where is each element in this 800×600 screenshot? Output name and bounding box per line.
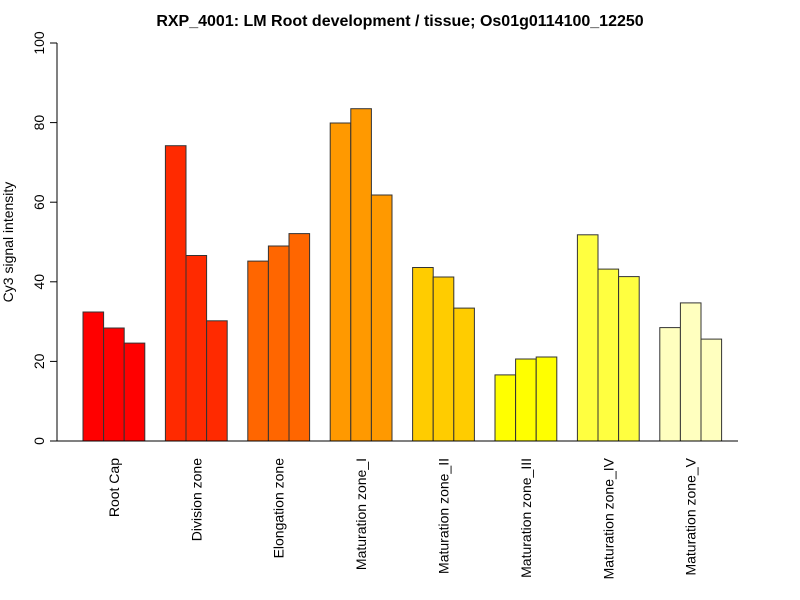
bar (329, 122, 352, 442)
y-tick-label: 80 (31, 115, 47, 131)
x-tick-label: Maturation zone_V (683, 457, 699, 575)
x-labels: Root Cap Division zone Elongation zone Matu… (106, 457, 699, 579)
y-axis: 0 20 40 60 80 100 (31, 31, 58, 445)
y-tick-label: 60 (31, 194, 47, 210)
bar (206, 320, 228, 442)
bar (164, 145, 187, 442)
x-tick-label: Root Cap (106, 458, 122, 517)
bar (267, 245, 290, 442)
bar (679, 302, 702, 442)
bar (453, 307, 475, 442)
bar (103, 327, 125, 442)
bar (659, 327, 681, 442)
y-axis-title: Cy3 signal intensity (0, 182, 16, 303)
chart-title: RXP_4001: LM Root development / tissue; … (156, 13, 643, 30)
x-tick-label: Maturation zone_I (353, 458, 369, 570)
bar (123, 342, 146, 442)
bar (185, 255, 208, 442)
y-tick-label: 0 (31, 437, 47, 445)
bar (370, 194, 393, 442)
bar (535, 356, 558, 442)
bar (515, 358, 537, 442)
bar (432, 276, 455, 442)
bar (412, 267, 434, 442)
bar (247, 260, 269, 442)
y-tick-label: 100 (31, 31, 47, 55)
x-tick-label: Maturation zone_IV (600, 457, 616, 579)
bar-group (329, 108, 393, 442)
bar (82, 311, 105, 442)
y-tick-label: 40 (31, 274, 47, 290)
bar-group (164, 145, 228, 442)
bar-group (494, 356, 558, 442)
bar-group (247, 233, 311, 442)
x-tick-label: Maturation zone_III (518, 458, 534, 578)
bar (618, 276, 640, 442)
x-tick-label: Elongation zone (271, 458, 287, 559)
bar (597, 268, 620, 442)
bar-group (412, 267, 475, 442)
bar (350, 108, 372, 442)
x-tick-label: Division zone (188, 458, 204, 541)
y-tick-label: 20 (31, 353, 47, 369)
bar (288, 233, 311, 442)
x-tick-label: Maturation zone_II (436, 458, 452, 574)
bar-group (82, 311, 146, 442)
bar-group (576, 234, 640, 442)
bar-group (659, 302, 723, 442)
bar (494, 374, 517, 442)
bars (82, 108, 723, 442)
bar (576, 234, 599, 442)
bar (700, 338, 723, 442)
